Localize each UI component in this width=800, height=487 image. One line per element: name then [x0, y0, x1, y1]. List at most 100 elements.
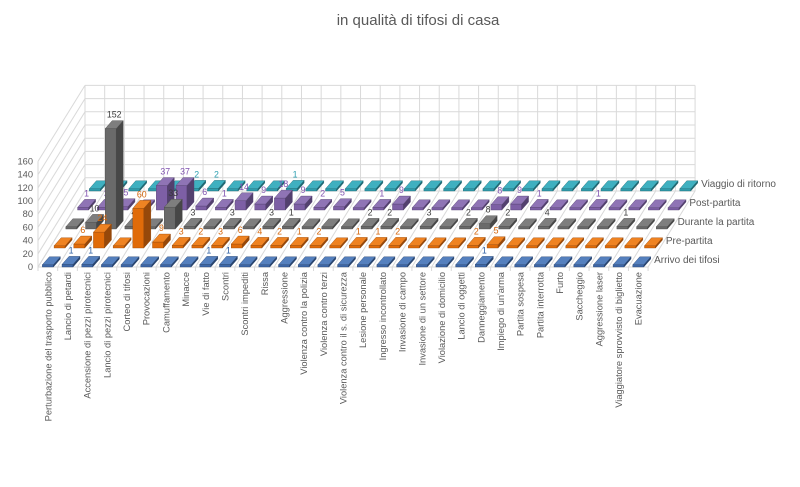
bar-value-label: 1	[88, 245, 93, 255]
bar	[549, 199, 569, 211]
bar	[297, 256, 317, 268]
bar-value-label: 2	[387, 207, 392, 217]
svg-text:Partita sospesa: Partita sospesa	[516, 271, 526, 336]
bar	[392, 195, 411, 211]
series-row-label: Arrivo dei tifosi	[654, 255, 720, 266]
bar	[639, 180, 659, 192]
bar	[337, 256, 356, 268]
svg-text:Invasione di campo: Invasione di campo	[398, 272, 408, 352]
bar-value-label: 24	[98, 213, 108, 223]
bar-value-label: 4	[545, 207, 550, 217]
bar-value-label: 152	[107, 110, 122, 120]
bar	[219, 255, 238, 268]
bar	[569, 199, 589, 211]
bar	[159, 256, 179, 268]
bar-value-label: 2	[466, 207, 471, 217]
svg-text:Perturbazione del trasporto pu: Perturbazione del trasporto pubblico	[43, 272, 53, 421]
svg-text:Violazione di domicilio: Violazione di domicilio	[437, 272, 447, 363]
bar	[104, 120, 124, 230]
svg-text:Furto: Furto	[555, 272, 565, 294]
bar	[612, 256, 632, 268]
bar-value-label: 1	[537, 188, 542, 198]
bar-value-label: 3	[218, 226, 223, 236]
bar	[199, 255, 219, 268]
svg-text:Ingresso incontrollato: Ingresso incontrollato	[378, 272, 388, 360]
svg-text:60: 60	[23, 222, 33, 232]
bar	[211, 236, 230, 249]
bar	[565, 237, 585, 249]
bar	[203, 218, 223, 230]
bar	[659, 180, 679, 192]
y-axis-labels: 0 20 40 60 80 100 120 140 160	[17, 156, 33, 272]
bar	[140, 256, 160, 268]
bar	[608, 199, 628, 211]
bar	[498, 217, 518, 230]
svg-text:Violenza contro la polizia: Violenza contro la polizia	[299, 271, 309, 375]
bar	[313, 198, 333, 211]
bar-value-label: 10	[90, 203, 100, 213]
bar-value-label: 9	[261, 185, 266, 195]
bar	[278, 256, 297, 268]
bar-value-label: 2	[368, 207, 373, 217]
bar	[470, 199, 490, 211]
svg-text:Danneggiamento: Danneggiamento	[476, 272, 486, 343]
svg-text:Violenza contro il s. di sicur: Violenza contro il s. di sicurezza	[339, 271, 349, 404]
bar-value-label: 2	[474, 226, 479, 236]
bar	[427, 237, 447, 249]
svg-text:Rissa: Rissa	[260, 271, 270, 295]
bar	[647, 199, 667, 211]
bar	[234, 192, 254, 211]
svg-text:Scontri impediti: Scontri impediti	[240, 272, 250, 336]
svg-text:Vie di fatto: Vie di fatto	[201, 272, 211, 316]
bar-value-label: 9	[159, 223, 164, 233]
bar	[195, 197, 215, 211]
bar-value-label: 1	[297, 226, 302, 236]
bar	[533, 256, 553, 268]
bar	[482, 180, 502, 192]
bar-value-label: 2	[316, 226, 321, 236]
bar	[462, 180, 482, 192]
bar-value-label: 9	[301, 185, 306, 195]
bar	[93, 223, 112, 249]
bar-value-label: 6	[202, 187, 207, 197]
bar	[317, 256, 337, 268]
bar	[458, 217, 478, 230]
bar	[525, 237, 545, 249]
bar-value-label: 37	[180, 167, 190, 177]
bar	[128, 180, 148, 192]
bar-value-label: 1	[222, 188, 227, 198]
bar-value-label: 8	[497, 186, 502, 196]
bar	[439, 218, 459, 230]
series-row-label: Durante la partita	[678, 217, 755, 228]
bar	[273, 189, 293, 211]
bar	[529, 198, 549, 211]
bar	[372, 198, 392, 211]
series-row-label: Viaggio di ritorno	[701, 179, 776, 190]
bar-value-label: 5	[123, 188, 128, 198]
svg-text:Viaggiatore sprovvisto di bigl: Viaggiatore sprovvisto di biglietto	[614, 272, 624, 408]
bar-value-label: 33	[168, 188, 178, 198]
bar	[510, 195, 529, 211]
bar-value-label: 4	[257, 226, 262, 236]
bar-value-label: 2	[214, 169, 219, 179]
bar	[388, 236, 408, 249]
bar	[644, 237, 663, 249]
svg-text:Lesione personale: Lesione personale	[358, 272, 368, 348]
bar	[419, 217, 439, 230]
bar	[451, 199, 470, 211]
bar	[332, 198, 352, 211]
bar	[191, 236, 211, 249]
svg-text:0: 0	[28, 262, 33, 272]
svg-text:120: 120	[17, 183, 33, 193]
svg-text:Aggressione laser: Aggressione laser	[594, 272, 604, 346]
bar	[230, 235, 250, 249]
bar	[616, 217, 636, 230]
bar-value-label: 37	[160, 167, 170, 177]
bar-value-label: 3	[179, 226, 184, 236]
bar	[380, 217, 400, 230]
series-row-label: Pre-partita	[666, 236, 713, 247]
bar-value-label: 8	[486, 205, 491, 215]
svg-text:Violenza contro terzi: Violenza contro terzi	[319, 272, 329, 356]
